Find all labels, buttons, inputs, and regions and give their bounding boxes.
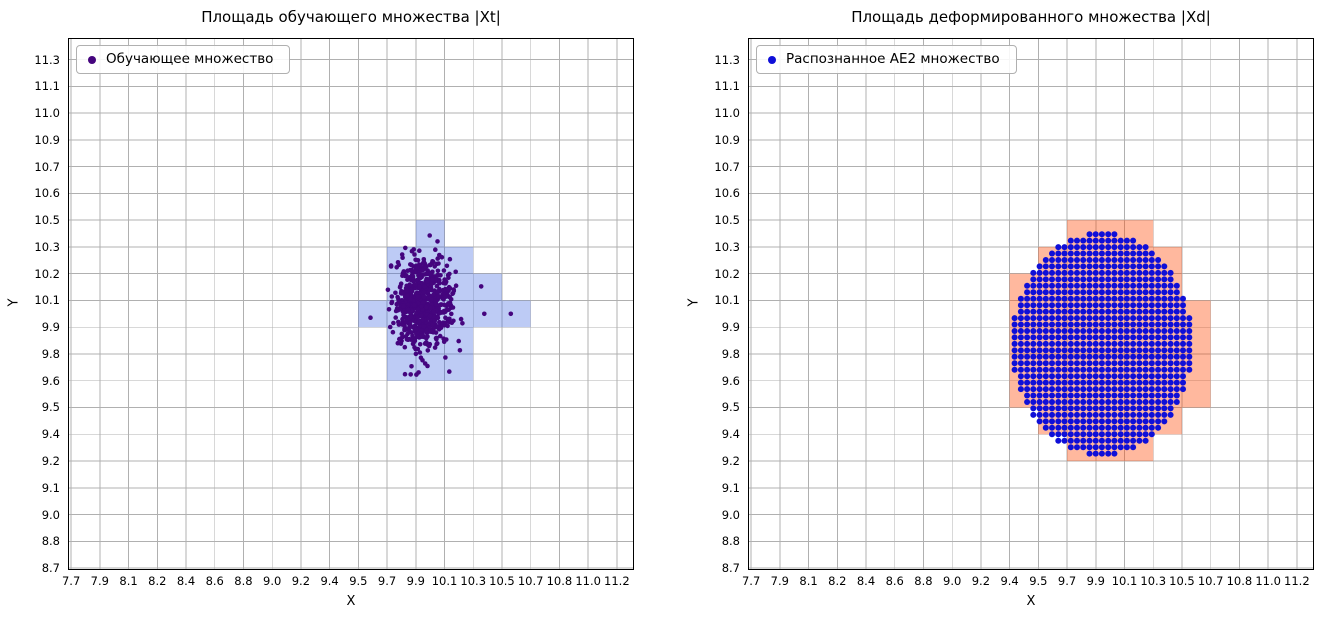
y-axis-label: Y [686,298,702,307]
y-tick-label: 9.6 [41,373,60,388]
y-tick-label: 9.0 [41,507,60,522]
x-tick-label: 8.4 [176,574,196,588]
x-tick-label: 8.2 [148,574,167,588]
chart-canvas [68,38,634,570]
x-tick-label: 11.2 [604,574,630,588]
x-tick-label: 9.9 [406,574,425,588]
y-tick-label: 9.2 [721,453,740,468]
y-tick-label: 11.0 [714,106,740,121]
subplot-deformed-set: Площадь деформированного множества |Xd| … [687,8,1314,609]
x-tick-label: 9.0 [263,574,282,588]
y-tick-label: 11.1 [714,79,740,94]
y-tick-label: 11.1 [34,79,60,94]
x-tick-label: 9.7 [377,574,397,588]
y-tick-label: 9.1 [721,480,740,495]
x-tick-label: 10.8 [546,574,573,588]
legend-marker-icon [768,55,776,64]
x-tick-label: 10.1 [1111,574,1138,588]
x-tick-label: 8.8 [914,574,933,588]
y-tick-label: 9.6 [721,373,740,388]
y-tick-label: 9.4 [721,427,740,442]
y-tick-label: 8.7 [721,561,740,576]
x-tick-label: 10.1 [431,574,458,588]
y-tick-label: 9.5 [41,400,60,415]
x-tick-label: 8.1 [799,574,818,588]
x-tick-label: 8.6 [885,574,904,588]
legend-marker-icon [88,55,96,64]
y-tick-label: 9.5 [721,400,740,415]
x-tick-label: 9.0 [943,574,962,588]
x-tick-label: 11.0 [575,574,601,588]
y-tick-label: 9.9 [721,320,740,335]
x-tick-label: 7.9 [90,574,109,588]
y-tick-label: 10.6 [34,186,60,201]
x-tick-label: 7.9 [770,574,789,588]
legend: Распознанное AE2 множество [756,45,1017,74]
y-tick-label: 11.3 [714,52,740,67]
plot-title: Площадь обучающего множества |Xt| [201,8,501,26]
y-tick-label: 8.7 [41,561,60,576]
x-tick-label: 10.7 [1197,574,1224,588]
x-tick-label: 10.8 [1226,574,1253,588]
y-tick-label: 10.2 [714,266,740,281]
x-tick-label: 8.8 [234,574,253,588]
x-tick-label: 7.7 [741,574,761,588]
x-tick-label: 9.2 [971,574,991,588]
plot-title: Площадь деформированного множества |Xd| [851,8,1211,26]
y-axis-label: Y [6,298,22,307]
y-tick-label: 9.2 [41,453,60,468]
x-tick-label: 9.4 [320,574,339,588]
x-tick-label: 11.0 [1255,574,1281,588]
y-tick-label: 9.8 [721,346,740,361]
y-tick-label: 10.7 [714,159,740,174]
y-tick-label: 9.0 [721,507,740,522]
subplot-training-set: Площадь обучающего множества |Xt| Обучаю… [7,8,634,609]
y-tick-label: 10.3 [34,239,60,254]
y-tick-label: 10.5 [34,213,60,228]
x-tick-label: 9.7 [1057,574,1077,588]
y-tick-label: 10.1 [714,293,740,308]
x-tick-label: 10.5 [489,574,515,588]
x-tick-label: 8.1 [119,574,138,588]
y-tick-label: 10.3 [714,239,740,254]
y-tick-label: 10.1 [34,293,60,308]
x-tick-label: 10.3 [460,574,487,588]
x-tick-label: 10.5 [1169,574,1195,588]
x-tick-label: 10.3 [1140,574,1167,588]
x-tick-label: 7.7 [61,574,81,588]
y-tick-label: 8.8 [41,534,60,549]
x-tick-label: 9.4 [1000,574,1019,588]
x-tick-label: 8.4 [856,574,876,588]
x-tick-label: 8.2 [828,574,847,588]
y-tick-label: 10.2 [34,266,60,281]
x-axis-label: X [1026,594,1036,609]
y-tick-label: 11.0 [34,106,60,121]
x-tick-label: 9.5 [349,574,368,588]
y-tick-label: 9.9 [41,320,60,335]
y-tick-label: 8.8 [721,534,740,549]
legend-label: Распознанное AE2 множество [786,51,1000,67]
y-tick-label: 10.7 [34,159,60,174]
y-tick-label: 10.5 [714,213,740,228]
y-tick-label: 10.6 [714,186,740,201]
x-tick-label: 9.5 [1029,574,1048,588]
y-tick-label: 10.9 [714,132,740,147]
y-tick-label: 9.1 [41,480,60,495]
x-tick-label: 9.2 [291,574,311,588]
chart-canvas [748,38,1314,570]
legend-label: Обучающее множество [106,51,274,67]
x-tick-label: 8.6 [205,574,224,588]
y-tick-label: 9.8 [41,346,60,361]
y-tick-label: 9.4 [41,427,60,442]
x-tick-label: 11.2 [1284,574,1310,588]
x-axis-label: X [346,594,356,609]
y-tick-label: 11.3 [34,52,60,67]
x-tick-label: 10.7 [517,574,544,588]
legend: Обучающее множество [76,45,291,74]
x-tick-label: 9.9 [1086,574,1105,588]
y-tick-label: 10.9 [34,132,60,147]
